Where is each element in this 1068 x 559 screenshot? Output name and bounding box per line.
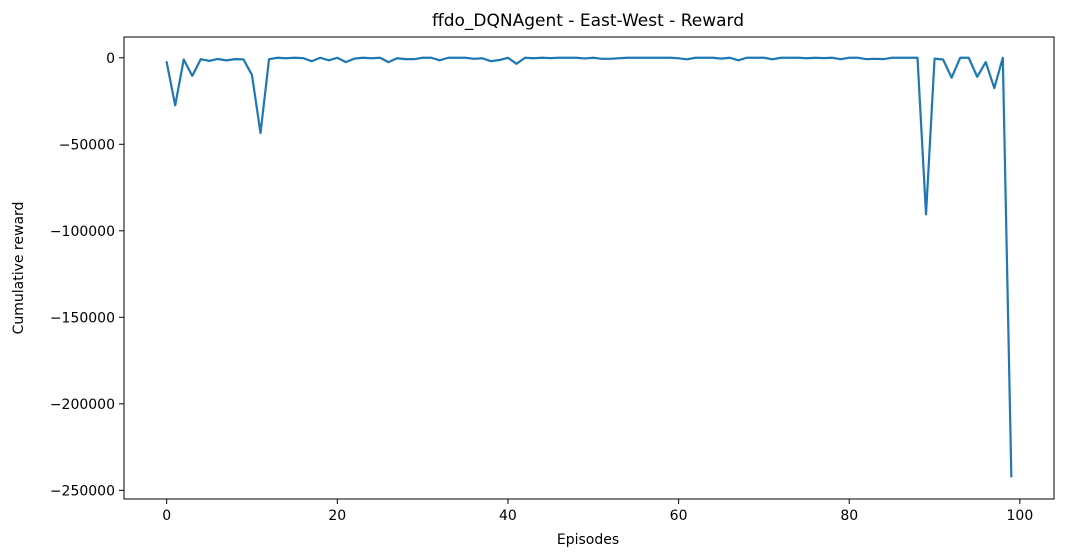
- x-axis: 0 20 40 60 80 100: [162, 499, 1033, 524]
- chart-title: ffdo_DQNAgent - East-West - Reward: [432, 11, 744, 31]
- y-axis: 0 −50000 −100000 −150000 −200000 −250000: [50, 51, 124, 499]
- x-axis-label: Episodes: [557, 532, 619, 548]
- x-tick-label: 40: [499, 508, 517, 524]
- y-tick-label: 0: [106, 51, 115, 67]
- plot-frame: [123, 36, 1055, 500]
- y-tick-label: −100000: [50, 224, 115, 240]
- series-layer: [165, 56, 1013, 478]
- x-tick-label: 0: [162, 508, 171, 524]
- x-tick-label: 60: [670, 508, 688, 524]
- x-tick-label: 100: [1007, 508, 1034, 524]
- y-tick-label: −250000: [50, 483, 115, 499]
- y-axis-label: Cumulative reward: [11, 202, 27, 335]
- x-tick-label: 80: [840, 508, 858, 524]
- y-tick-label: −150000: [50, 310, 115, 326]
- reward-series-line: [165, 56, 1013, 478]
- x-tick-label: 20: [328, 508, 346, 524]
- y-tick-label: −200000: [50, 397, 115, 413]
- y-tick-label: −50000: [59, 137, 115, 153]
